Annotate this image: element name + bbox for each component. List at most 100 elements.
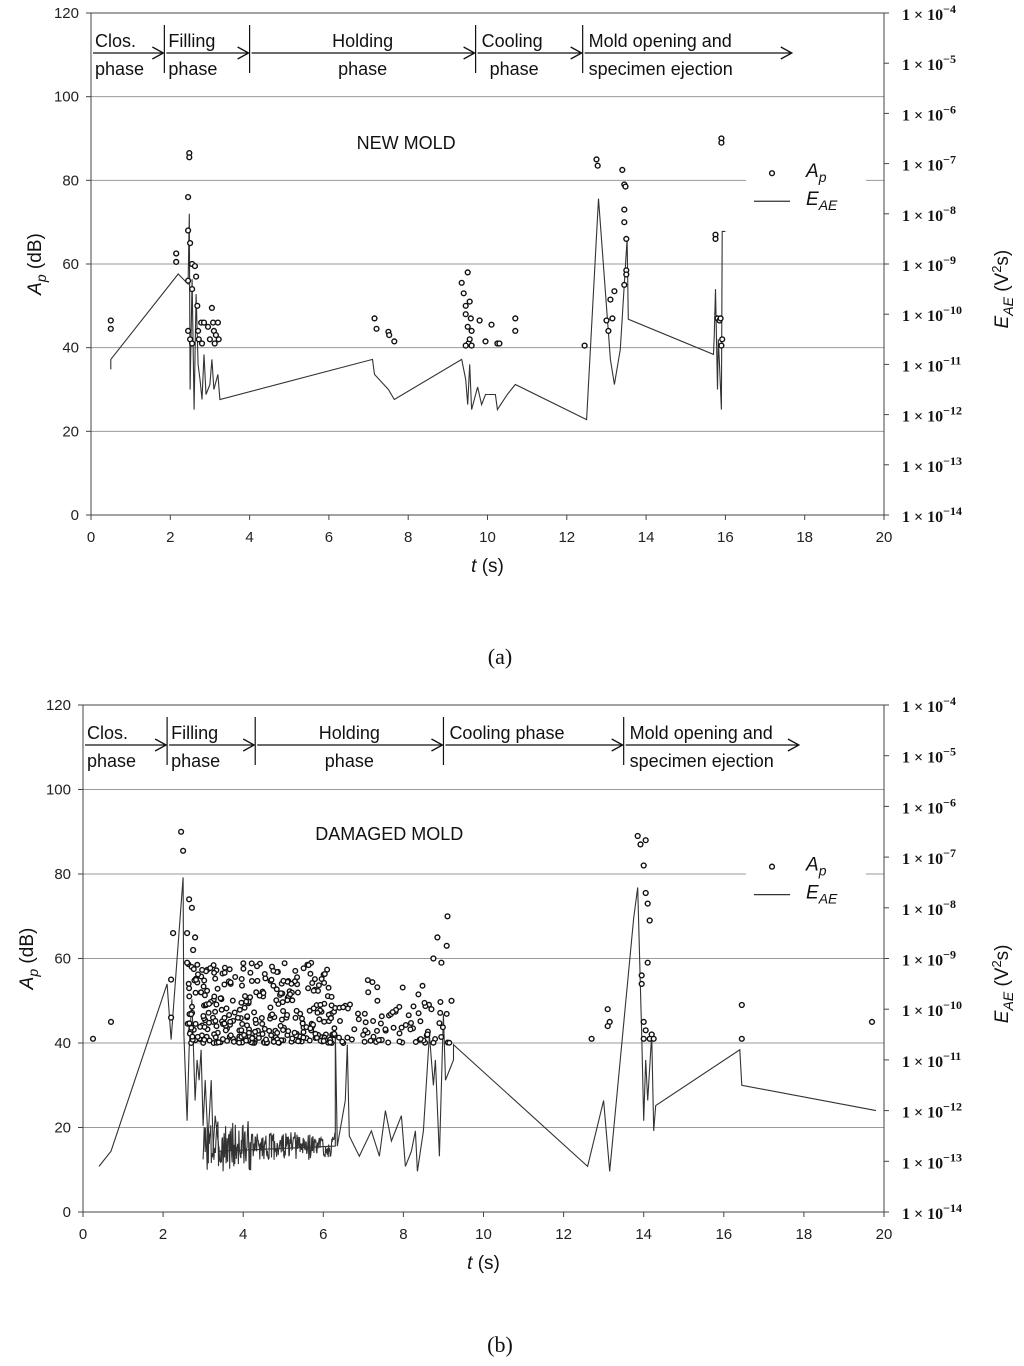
ap-point (621, 219, 628, 226)
y-tick-label: 80 (54, 866, 71, 883)
ap-point (362, 1027, 369, 1034)
ap-point (588, 1035, 595, 1042)
ap-point (223, 1005, 230, 1012)
ap-point (248, 960, 255, 967)
phase-arrowhead (780, 46, 794, 60)
ap-point (253, 989, 260, 996)
ap-point (190, 946, 197, 954)
ap-point (424, 1031, 431, 1038)
ap-point (201, 992, 208, 999)
ap-point (637, 841, 644, 848)
legend-box (746, 155, 866, 220)
mold-annotation: DAMAGED MOLD (315, 824, 463, 844)
ap-point (287, 991, 294, 998)
ap-point (238, 1027, 245, 1034)
phase-label-line1: Holding (332, 31, 393, 51)
ap-point (640, 1018, 647, 1026)
ap-point (168, 976, 175, 983)
ap-point (482, 338, 489, 345)
ap-point (644, 900, 651, 907)
x-tick-label: 10 (475, 1226, 492, 1243)
ap-point (241, 1004, 248, 1011)
ap-point (192, 1020, 199, 1027)
ap-point (273, 997, 280, 1004)
ap-point (247, 969, 254, 976)
ap-point (252, 1016, 259, 1023)
ap-point (310, 1021, 317, 1028)
ap-point (396, 1030, 403, 1037)
ap-point (324, 966, 331, 973)
ap-point (331, 1030, 338, 1037)
ap-point (194, 961, 201, 968)
ap-point (238, 982, 245, 989)
ap-point (361, 1010, 368, 1017)
y2-tick-exponent: −10 (943, 998, 962, 1012)
ap-point (266, 1027, 273, 1034)
ap-point (270, 1038, 277, 1045)
phase-label-line1: Mold opening and (630, 723, 773, 743)
ap-point (462, 302, 469, 309)
ap-point (391, 338, 398, 345)
ap-point (467, 315, 474, 322)
ap-point (309, 980, 316, 987)
ap-point (642, 1027, 649, 1034)
x-tick-label: 8 (399, 1226, 407, 1243)
ap-point (274, 1029, 281, 1036)
ap-point (370, 1018, 377, 1025)
ap-point (280, 1008, 287, 1015)
y2-tick-label: 1 × 10−11 (902, 1049, 961, 1071)
ap-point (468, 327, 475, 335)
y2-tick-label: 1 × 10−12 (902, 1100, 962, 1122)
ap-point (107, 325, 114, 332)
ap-point (316, 1016, 323, 1023)
ap-point (460, 290, 467, 297)
ap-point (868, 1018, 876, 1026)
ap-point (247, 994, 254, 1001)
y2-tick-label: 1 × 10−6 (902, 795, 956, 817)
ap-point (243, 998, 250, 1005)
ap-point (259, 1020, 266, 1027)
ap-point (367, 1037, 374, 1044)
ap-point (398, 1024, 405, 1031)
ap-point (634, 832, 641, 840)
ap-point (284, 997, 291, 1004)
ap-point (280, 977, 287, 984)
ap-point (273, 986, 280, 993)
phase-label-line1: Clos. (87, 723, 128, 743)
phase-label-line2: phase (171, 751, 220, 771)
ap-point (306, 1037, 313, 1044)
ap-point (188, 904, 196, 911)
ap-point (259, 1030, 266, 1037)
y2-tick-exponent: −12 (943, 404, 962, 418)
y2-tick-label: 1 × 10−5 (902, 52, 956, 74)
ap-point (270, 982, 277, 989)
ap-point (180, 847, 187, 854)
phase-label-line2: phase (95, 59, 144, 79)
ap-point (605, 327, 612, 335)
ap-point (412, 1038, 419, 1045)
ap-point (374, 984, 381, 991)
ap-point (328, 993, 335, 1000)
ap-point (275, 1039, 282, 1046)
ap-point (205, 1019, 212, 1026)
ap-point (300, 965, 307, 972)
y2-tick-label: 1 × 10−13 (902, 1150, 962, 1172)
y-tick-label: 0 (63, 1204, 71, 1221)
y-tick-label: 100 (46, 782, 71, 799)
ap-point (389, 1009, 396, 1016)
ap-point (291, 1029, 298, 1036)
ap-point (321, 1018, 328, 1025)
ap-point (206, 1000, 213, 1007)
ap-point (603, 317, 610, 324)
ap-point (260, 990, 267, 997)
y2-tick-label: 1 × 10−5 (902, 745, 956, 767)
x-tick-label: 12 (558, 529, 575, 546)
y2-tick-exponent: −14 (943, 1201, 962, 1215)
x-tick-label: 20 (876, 529, 893, 546)
ap-point (187, 240, 194, 247)
phase-label-line1: Filling (168, 31, 215, 51)
ap-point (718, 139, 725, 146)
ap-point (218, 1006, 225, 1013)
ap-point (738, 1001, 745, 1009)
ap-point (231, 1009, 238, 1016)
